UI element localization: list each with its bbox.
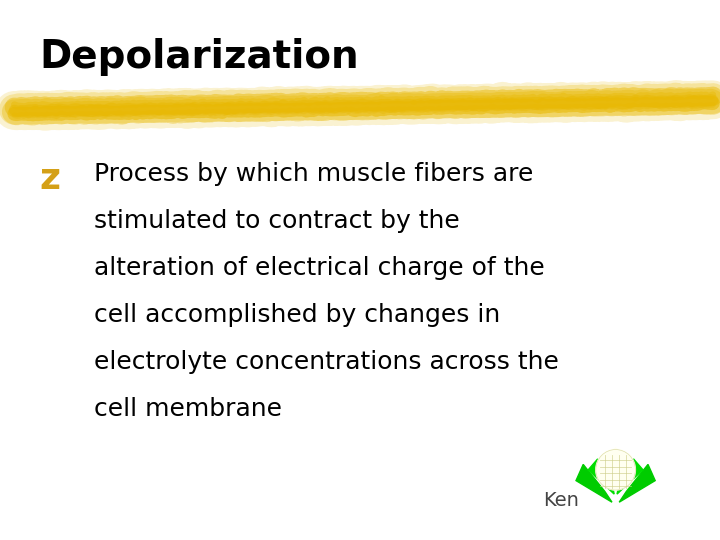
Text: cell accomplished by changes in: cell accomplished by changes in bbox=[94, 303, 500, 327]
Text: cell membrane: cell membrane bbox=[94, 397, 282, 421]
Text: Depolarization: Depolarization bbox=[40, 38, 359, 76]
Text: electrolyte concentrations across the: electrolyte concentrations across the bbox=[94, 350, 559, 374]
Polygon shape bbox=[607, 448, 624, 455]
Text: Ken: Ken bbox=[544, 491, 580, 510]
Text: alteration of electrical charge of the: alteration of electrical charge of the bbox=[94, 256, 544, 280]
Text: Process by which muscle fibers are: Process by which muscle fibers are bbox=[94, 162, 533, 186]
Text: stimulated to contract by the: stimulated to contract by the bbox=[94, 209, 459, 233]
Polygon shape bbox=[576, 464, 612, 502]
Polygon shape bbox=[617, 459, 643, 494]
Polygon shape bbox=[588, 459, 614, 494]
Polygon shape bbox=[619, 464, 655, 502]
Text: z: z bbox=[40, 162, 60, 196]
Ellipse shape bbox=[596, 449, 635, 490]
